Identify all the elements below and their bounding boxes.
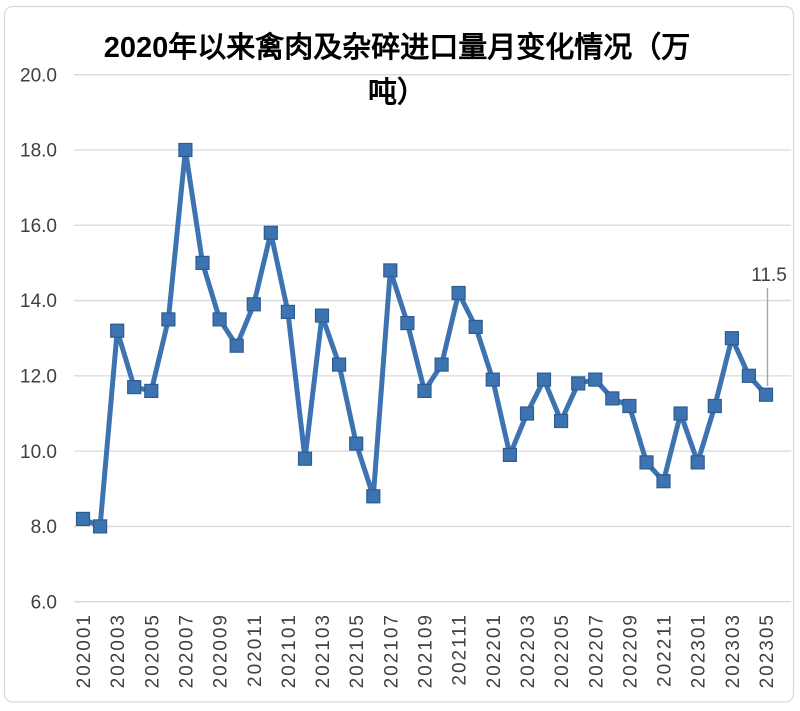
y-tick-label: 18.0 (20, 141, 57, 162)
y-tick-label: 16.0 (20, 216, 57, 237)
x-tick-label: 202001 (74, 613, 95, 688)
data-point-marker (758, 387, 774, 402)
last-point-data-label: 11.5 (751, 265, 787, 286)
x-tick-label: 202111 (450, 613, 471, 686)
x-tick-label: 202201 (484, 613, 505, 688)
y-tick-label: 20.0 (20, 65, 57, 86)
data-point-marker (622, 398, 637, 414)
x-tick-label: 202005 (142, 613, 163, 688)
x-tick-label: 202109 (416, 613, 437, 688)
data-point-marker (468, 319, 483, 334)
data-point-marker (110, 323, 125, 338)
x-tick-label: 202203 (518, 613, 539, 688)
x-axis-labels: 202001 202003 202005 202007 202009 202011 2021… (74, 613, 778, 688)
data-point-marker (639, 455, 654, 470)
data-point-marker (673, 406, 688, 421)
chart-border (3, 5, 795, 703)
data-point-marker (656, 474, 671, 489)
y-tick-label: 12.0 (20, 366, 57, 387)
data-point-marker (383, 263, 398, 278)
data-point-marker (605, 391, 620, 406)
x-tick-label: 202107 (381, 613, 402, 688)
y-tick-label: 10.0 (20, 442, 57, 463)
data-point-marker (536, 372, 552, 387)
x-tick-label: 202003 (108, 613, 129, 688)
x-tick-label: 202207 (586, 613, 607, 688)
data-point-marker (297, 451, 313, 466)
data-point-marker (553, 413, 569, 429)
data-point-marker (741, 368, 757, 383)
data-point-marker (92, 519, 108, 534)
data-point-marker (724, 331, 740, 346)
data-point-marker (144, 383, 159, 398)
data-point-marker (161, 312, 176, 327)
chart-title-line2: 吨） (368, 76, 426, 109)
data-point-marker (588, 372, 603, 387)
x-tick-label: 202211 (655, 613, 676, 687)
x-tick-label: 202007 (176, 613, 197, 688)
data-point-marker (349, 436, 364, 451)
data-point-marker (707, 398, 722, 414)
data-point-marker (332, 357, 347, 372)
data-point-marker (263, 225, 278, 240)
y-tick-label: 6.0 (31, 592, 57, 613)
data-point-markers (75, 142, 774, 534)
data-point-marker (400, 316, 415, 331)
data-point-marker (280, 304, 295, 319)
data-point-marker (212, 312, 227, 327)
x-tick-label: 202209 (620, 613, 641, 688)
data-point-marker (434, 357, 449, 372)
data-point-marker (366, 489, 381, 504)
data-point-marker (246, 297, 261, 312)
y-axis-labels: 6.0 8.0 10.0 12.0 14.0 16.0 18.0 20.0 (20, 65, 57, 613)
data-point-marker (75, 511, 91, 527)
y-tick-label: 8.0 (31, 517, 57, 538)
x-tick-label: 202305 (757, 613, 778, 688)
x-tick-label: 202105 (347, 613, 368, 688)
x-tick-label: 202011 (245, 613, 266, 687)
x-tick-label: 202205 (552, 613, 573, 688)
data-point-marker (314, 308, 330, 323)
data-point-marker (571, 376, 586, 391)
data-point-marker (502, 447, 517, 462)
data-point-marker (519, 406, 535, 421)
y-tick-label: 14.0 (20, 291, 57, 312)
data-point-marker (178, 142, 193, 158)
x-tick-label: 202009 (211, 613, 232, 688)
data-point-marker (229, 338, 244, 353)
x-tick-label: 202101 (279, 613, 300, 688)
x-tick-label: 202301 (689, 613, 710, 688)
x-tick-label: 202303 (723, 613, 744, 688)
data-point-marker (195, 255, 210, 270)
data-point-marker (690, 455, 705, 470)
chart-title-line1: 2020年以来禽肉及杂碎进口量月变化情况（万 (104, 30, 691, 64)
x-tick-label: 202103 (313, 613, 334, 688)
gridlines (74, 74, 791, 603)
data-point-marker (417, 383, 432, 398)
data-point-marker (485, 372, 500, 387)
data-point-marker (127, 380, 142, 395)
data-point-marker (451, 285, 466, 301)
